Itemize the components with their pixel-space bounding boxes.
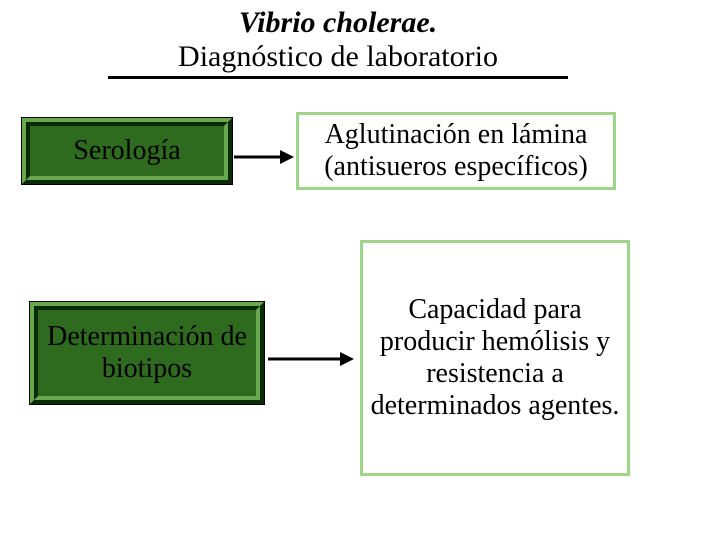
title-line2: Diagnóstico de laboratorio xyxy=(108,40,568,74)
title-block: Vibrio cholerae. Diagnóstico de laborato… xyxy=(108,6,568,79)
arrow-serologia-to-aglutinacion xyxy=(234,150,294,164)
box-serologia-label: Serología xyxy=(30,126,224,176)
arrow-biotipos-to-capacidad xyxy=(268,352,354,366)
box-capacidad: Capacidad para producir hemólisis y resi… xyxy=(360,240,630,476)
box-biotipos: Determinación de biotipos xyxy=(30,302,264,404)
box-serologia: Serología xyxy=(22,118,232,184)
arrow-shaft xyxy=(268,358,340,361)
arrow-head-icon xyxy=(280,150,294,164)
box-aglutinacion: Aglutinación en lámina (antisueros espec… xyxy=(296,112,616,190)
title-line1: Vibrio cholerae. xyxy=(108,6,568,40)
box-biotipos-label: Determinación de biotipos xyxy=(38,310,256,396)
arrow-shaft xyxy=(234,156,280,159)
arrow-head-icon xyxy=(340,352,354,366)
title-underline xyxy=(108,76,568,79)
